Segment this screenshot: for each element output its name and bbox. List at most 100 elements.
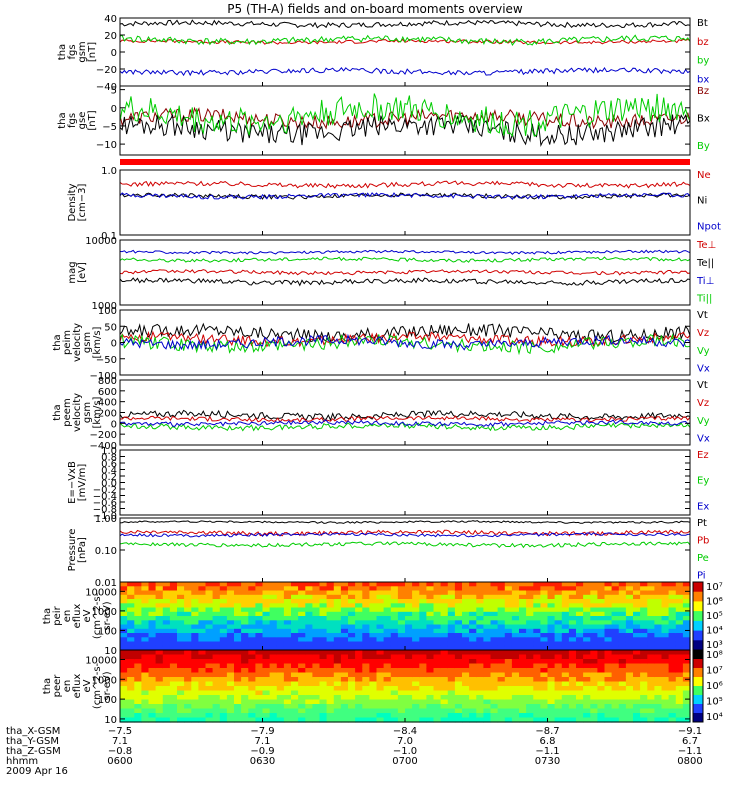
heatmap-cell xyxy=(333,641,342,647)
heatmap-cell xyxy=(255,620,264,626)
series-line-Bt xyxy=(119,19,691,29)
heatmap-cell xyxy=(305,654,313,660)
heatmap-cell xyxy=(454,699,463,705)
heatmap-cell xyxy=(419,594,427,600)
heatmap-cell xyxy=(205,603,214,609)
heatmap-cell xyxy=(462,641,470,647)
heatmap-cell xyxy=(241,633,249,638)
heatmap-cell xyxy=(533,650,541,656)
heatmap-cell xyxy=(127,620,135,626)
heatmap-cell xyxy=(326,607,335,613)
heatmap-cell xyxy=(647,704,655,710)
heatmap-cell xyxy=(276,641,285,647)
heatmap-cell xyxy=(369,690,378,696)
heatmap-cell xyxy=(519,620,527,626)
heatmap-cell xyxy=(362,611,370,617)
heatmap-cell xyxy=(633,616,641,621)
heatmap-cell xyxy=(248,590,256,596)
heatmap-cell xyxy=(305,620,313,626)
heatmap-cell xyxy=(141,717,150,723)
heatmap-cell xyxy=(618,704,627,710)
y-axis-label: tha xyxy=(42,608,53,624)
heatmap-cell xyxy=(362,582,370,587)
heatmap-cell xyxy=(305,681,313,687)
heatmap-cell xyxy=(682,659,691,665)
heatmap-cell xyxy=(540,641,549,647)
heatmap-cell xyxy=(561,582,570,587)
heatmap-cell xyxy=(397,668,406,674)
heatmap-cell xyxy=(120,594,128,600)
heatmap-cell xyxy=(120,672,128,678)
colorbar-segment xyxy=(693,582,703,593)
heatmap-cell xyxy=(597,690,606,696)
heatmap-cell xyxy=(262,650,271,656)
heatmap-cell xyxy=(469,717,477,723)
heatmap-cell xyxy=(675,650,684,656)
heatmap-cell xyxy=(276,686,285,692)
heatmap-cell xyxy=(177,677,185,683)
heatmap-cell xyxy=(433,659,442,665)
heatmap-cell xyxy=(583,620,591,626)
heatmap-cell xyxy=(198,620,207,626)
heatmap-cell xyxy=(519,607,527,613)
heatmap-cell xyxy=(362,699,370,705)
heatmap-cell xyxy=(519,713,527,719)
heatmap-cell xyxy=(141,586,150,592)
heatmap-cell xyxy=(319,607,328,613)
heatmap-cell xyxy=(433,668,442,674)
heatmap-cell xyxy=(362,681,370,687)
heatmap-cell xyxy=(376,695,385,701)
heatmap-cell xyxy=(298,616,306,621)
heatmap-cell xyxy=(405,620,413,626)
heatmap-cell xyxy=(184,628,192,634)
heatmap-cell xyxy=(312,594,321,600)
legend-entry: Npot xyxy=(697,221,721,232)
heatmap-cell xyxy=(155,628,164,634)
heatmap-cell xyxy=(483,599,492,604)
heatmap-cell xyxy=(583,717,591,723)
heatmap-cell xyxy=(504,641,513,647)
heatmap-cell xyxy=(519,672,527,678)
heatmap-cell xyxy=(162,713,171,719)
heatmap-cell xyxy=(611,628,620,634)
heatmap-cell xyxy=(234,713,242,719)
heatmap-cell xyxy=(483,603,492,609)
heatmap-cell xyxy=(561,668,570,674)
heatmap-cell xyxy=(397,677,406,683)
heatmap-cell xyxy=(177,628,185,634)
heatmap-cell xyxy=(312,590,321,596)
heatmap-cell xyxy=(654,699,663,705)
heatmap-cell xyxy=(134,672,142,678)
heatmap-cell xyxy=(561,645,570,651)
heatmap-cell xyxy=(184,594,192,600)
heatmap-cell xyxy=(141,594,150,600)
heatmap-cell xyxy=(141,686,150,692)
heatmap-cell xyxy=(255,624,264,630)
heatmap-cell xyxy=(255,699,264,705)
heatmap-cell xyxy=(604,708,613,714)
heatmap-cell xyxy=(383,624,392,630)
heatmap-cell xyxy=(226,672,235,678)
heatmap-cell xyxy=(340,641,349,647)
y-tick-label: 10000 xyxy=(85,587,117,598)
heatmap-cell xyxy=(298,704,306,710)
heatmap-cell xyxy=(604,628,613,634)
heatmap-cell xyxy=(397,708,406,714)
heatmap-cell xyxy=(369,663,378,669)
heatmap-cell xyxy=(305,586,313,592)
heatmap-cell xyxy=(547,668,556,674)
heatmap-cell xyxy=(369,637,378,643)
heatmap-cell xyxy=(362,590,370,596)
heatmap-cell xyxy=(426,672,435,678)
heatmap-cell xyxy=(262,607,271,613)
heatmap-cell xyxy=(198,708,207,714)
heatmap-cell xyxy=(169,641,178,647)
heatmap-cell xyxy=(526,708,534,714)
heatmap-cell xyxy=(476,590,484,596)
heatmap-cell xyxy=(333,616,342,621)
heatmap-cell xyxy=(554,611,563,617)
heatmap-cell xyxy=(426,708,435,714)
heatmap-cell xyxy=(162,607,171,613)
heatmap-cell xyxy=(127,594,135,600)
heatmap-cell xyxy=(369,672,378,678)
